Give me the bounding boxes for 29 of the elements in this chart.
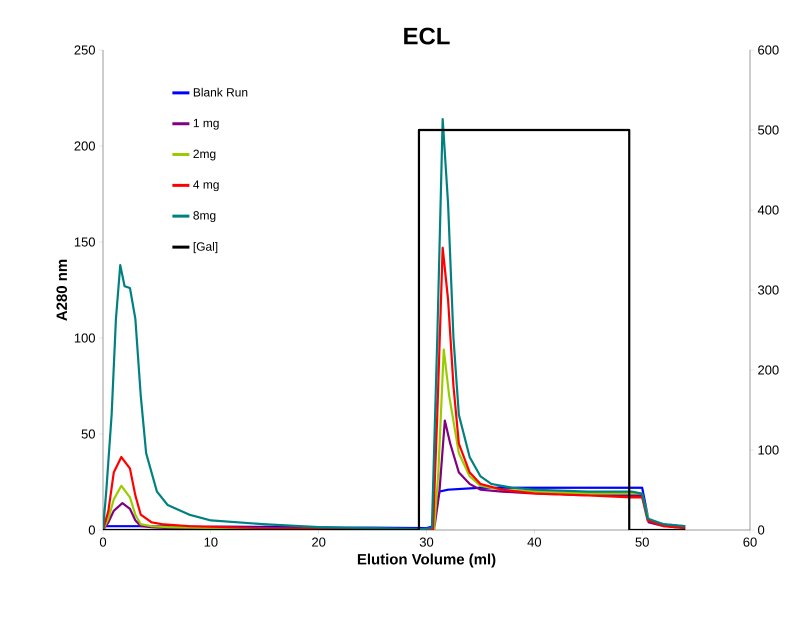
x-tick-label: 50 [635, 538, 649, 547]
y2-tick-label: 300 [758, 285, 779, 295]
y-tick-label: 150 [74, 237, 95, 247]
x-tick-label: 20 [312, 538, 326, 547]
legend-label: [Gal] [194, 242, 218, 254]
y-tick-label: 0 [88, 525, 95, 535]
y-tick-label: 200 [74, 141, 95, 151]
x-tick-label: 0 [100, 538, 106, 547]
chart-title: ECL [404, 28, 450, 44]
x-axis-title: Elution Volume (ml) [358, 554, 496, 568]
y2-tick-label: 200 [758, 365, 779, 375]
legend-label: 2mg [193, 150, 216, 160]
y-tick-label: 100 [74, 333, 95, 343]
x-tick-label: 40 [527, 538, 542, 547]
y-axis-title: A280 nm [56, 260, 68, 321]
legend-label: Blank Run [194, 88, 248, 97]
x-tick-label: 10 [204, 538, 218, 547]
y2-tick-label: 500 [758, 125, 779, 135]
y2-tick-label: 100 [758, 445, 779, 455]
y2-tick-label: 0 [758, 525, 764, 535]
legend-label: 1 mg [194, 118, 219, 130]
x-tick-label: 60 [743, 538, 757, 547]
y-tick-label: 50 [82, 429, 95, 439]
y2-tick-label: 400 [758, 205, 779, 215]
x-tick-label: 30 [420, 538, 434, 547]
y-tick-label: 250 [74, 45, 95, 55]
legend-label: 8mg [193, 211, 216, 222]
y2-tick-label: 600 [758, 45, 779, 55]
legend-label: 4 mg [193, 180, 219, 192]
